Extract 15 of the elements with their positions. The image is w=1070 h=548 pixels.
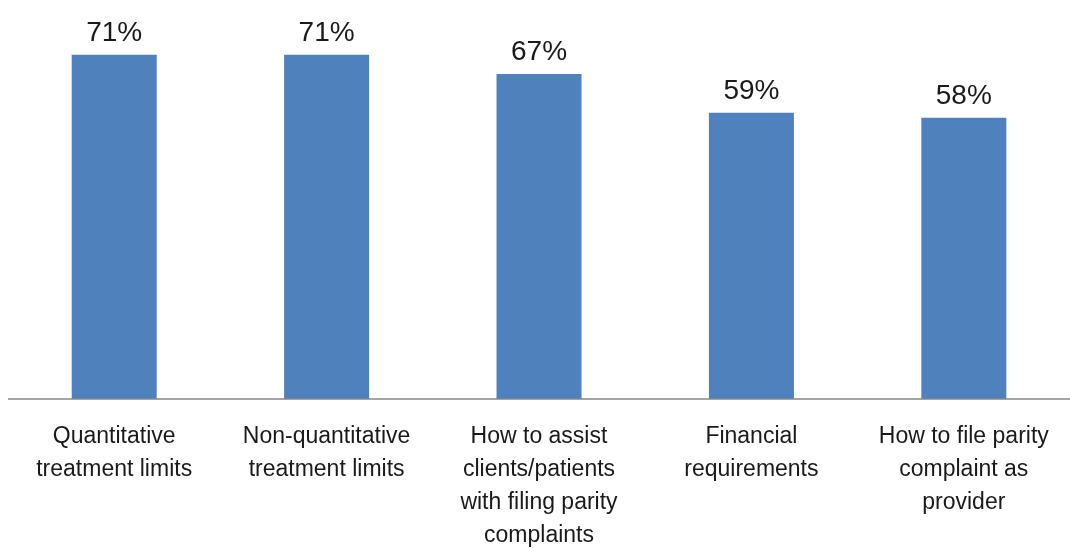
x-tick-label: How to assist clients/patients with filing parity complaints	[459, 422, 619, 547]
bar	[496, 74, 582, 399]
data-label: 59%	[723, 73, 780, 105]
x-tick-label: Quantitative treatment limits	[36, 422, 193, 481]
bar	[71, 54, 157, 399]
x-tick-label: How to file parity complaint as provider	[878, 422, 1050, 514]
data-label: 71%	[298, 15, 355, 47]
data-label: 58%	[935, 78, 992, 110]
bar	[708, 112, 794, 399]
x-tick-label: Non-quantitative treatment limits	[242, 422, 411, 481]
x-tick-label: Financial requirements	[684, 422, 819, 481]
bar	[284, 54, 370, 399]
data-label: 67%	[511, 35, 568, 67]
data-label: 71%	[86, 15, 143, 47]
bar	[921, 117, 1007, 399]
